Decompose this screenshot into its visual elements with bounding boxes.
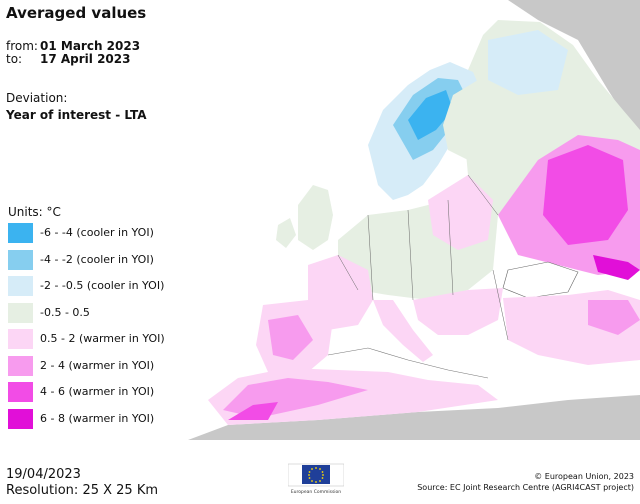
issue-date: 19/04/2023 bbox=[6, 467, 81, 482]
to-label: to: bbox=[6, 52, 23, 66]
legend-swatch bbox=[8, 355, 33, 376]
to-date: 17 April 2023 bbox=[40, 52, 131, 66]
region-ireland bbox=[276, 218, 296, 248]
legend-swatch bbox=[8, 329, 33, 349]
legend-units: Units: °C bbox=[8, 205, 61, 219]
footer-right: © European Union, 2023 Source: EC Joint … bbox=[417, 471, 634, 493]
deviation-value: Year of interest - LTA bbox=[6, 108, 147, 122]
source: Source: EC Joint Research Centre (AGRI4C… bbox=[417, 483, 634, 492]
from-label: from: bbox=[6, 39, 38, 53]
region-iberia-warm bbox=[268, 315, 313, 360]
eu-flag-icon: European Commission bbox=[287, 463, 345, 495]
legend-swatch bbox=[8, 408, 33, 429]
map-title: Averaged values bbox=[6, 4, 147, 22]
no-data-area-east bbox=[508, 0, 640, 140]
period-block: from: 01 March 2023 to: 17 April 2023 bbox=[6, 40, 140, 66]
legend-label: 4 - 6 (warmer in YOI) bbox=[40, 385, 155, 398]
europe-map bbox=[168, 0, 640, 440]
region-morocco-hot bbox=[228, 402, 278, 420]
region-ne-cool bbox=[488, 30, 568, 95]
region-italy bbox=[373, 300, 433, 362]
legend-label: 0.5 - 2 (warmer in YOI) bbox=[40, 332, 165, 345]
footer-left: 19/04/2023 Resolution: 25 X 25 Km bbox=[6, 467, 158, 499]
region-finland bbox=[443, 80, 493, 160]
region-east-turkey-warm bbox=[588, 300, 640, 335]
copyright: © European Union, 2023 bbox=[534, 472, 634, 481]
temperature-anomaly-map bbox=[168, 0, 640, 440]
region-scandinavia-coldest bbox=[408, 90, 453, 140]
region-caspian-hottest bbox=[593, 255, 640, 280]
legend-label: 2 - 4 (warmer in YOI) bbox=[40, 358, 155, 372]
legend-label: -4 - -2 (cooler in YOI) bbox=[40, 252, 154, 266]
region-france bbox=[308, 255, 373, 330]
legend-swatch bbox=[8, 382, 33, 402]
legend-swatch bbox=[8, 249, 33, 270]
legend-label: 6 - 8 (warmer in YOI) bbox=[40, 411, 155, 425]
legend-label: -6 - -4 (cooler in YOI) bbox=[40, 226, 154, 239]
country-borders bbox=[337, 174, 509, 341]
deviation-label: Deviation: bbox=[6, 91, 68, 105]
legend-swatch bbox=[8, 302, 33, 323]
region-balkans bbox=[413, 288, 503, 335]
legend-label: -0.5 - 0.5 bbox=[40, 305, 90, 319]
coastline bbox=[327, 347, 489, 379]
legend-swatch bbox=[8, 223, 33, 243]
region-poland-warm bbox=[428, 175, 493, 250]
region-britain bbox=[298, 185, 333, 250]
legend-swatch bbox=[8, 276, 33, 296]
ec-caption: European Commission bbox=[291, 489, 341, 495]
european-commission-logo: European Commission bbox=[287, 462, 345, 500]
resolution: Resolution: 25 X 25 Km bbox=[6, 483, 159, 498]
legend-label: -2 - -0.5 (cooler in YOI) bbox=[40, 279, 165, 292]
no-data-area-south bbox=[188, 395, 640, 440]
region-south-russia-hot bbox=[543, 145, 628, 245]
from-date: 01 March 2023 bbox=[40, 39, 141, 53]
deviation-block: Deviation: Year of interest - LTA bbox=[6, 90, 147, 124]
